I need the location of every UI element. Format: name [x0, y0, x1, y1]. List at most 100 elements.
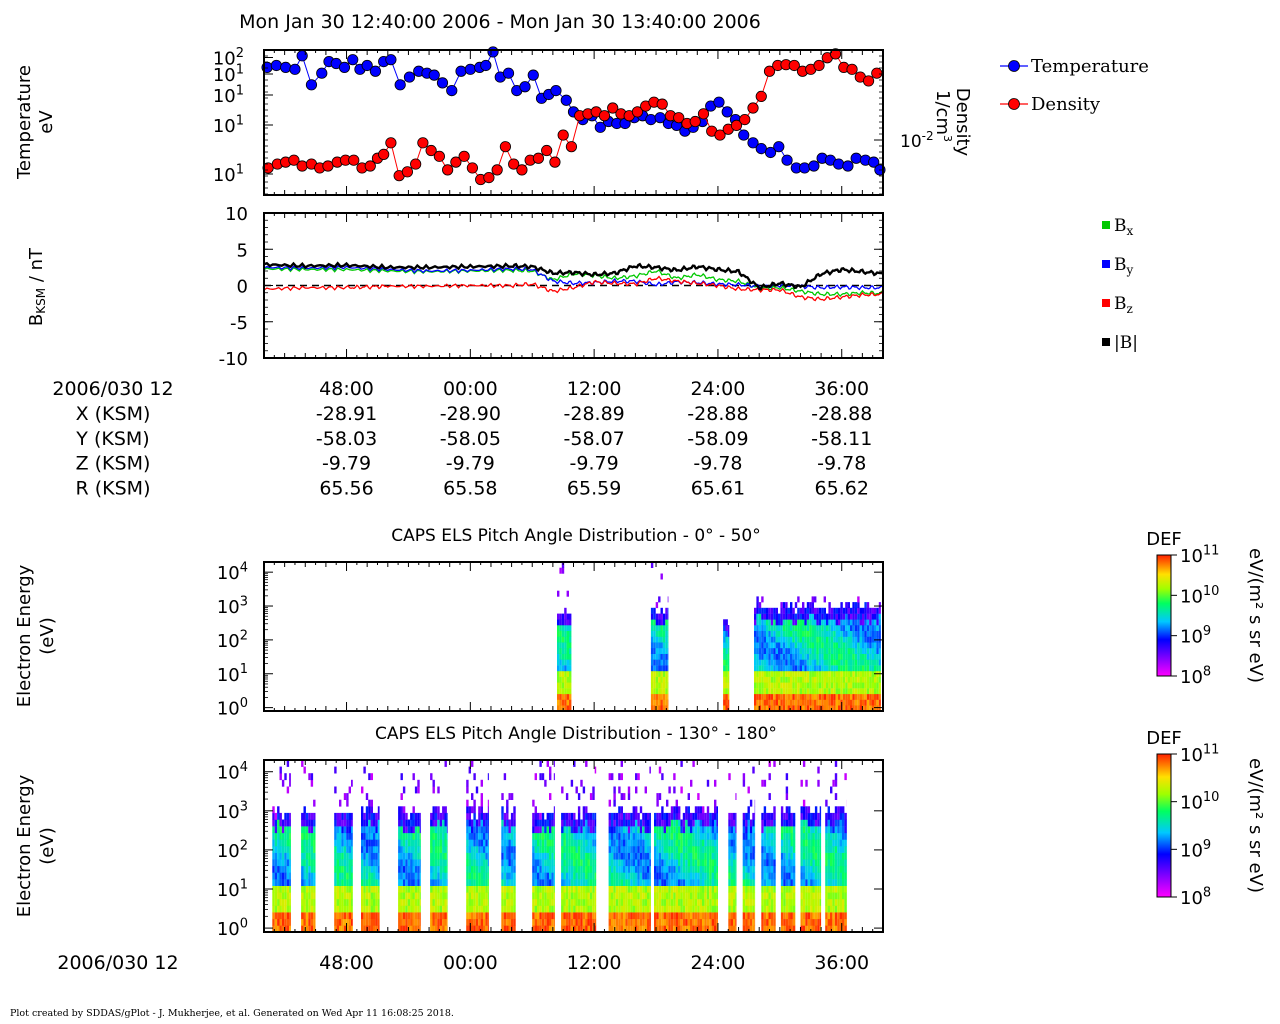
pad-130-180-spectrogram-cell [678, 832, 681, 840]
pad-130-180-spectrogram-cell [615, 852, 619, 860]
pad-130-180-spectrogram-cell [471, 852, 474, 860]
pad-130-180-spectrogram-cell [432, 826, 435, 834]
pad-0-50-spectrogram-cell [802, 693, 805, 700]
pad-130-180-spectrogram-cell [446, 918, 448, 926]
pad-130-180-spectrogram-cell [694, 925, 698, 933]
pad-130-180-spectrogram-cell [763, 846, 767, 853]
pad-130-180-spectrogram-cell [466, 918, 469, 926]
pad-130-180-spectrogram-cell [706, 806, 710, 814]
pad-0-50-spectrogram-cell [766, 653, 769, 660]
pad-130-180-spectrogram-cell [313, 885, 316, 893]
pad-130-180-segment [728, 773, 737, 933]
pad-130-180-spectrogram-cell [466, 832, 469, 840]
pad-0-50-spectrogram-cell [852, 665, 855, 672]
pad-130-180-spectrogram-cell [274, 846, 278, 853]
pad-130-180-spectrogram-cell [341, 826, 344, 834]
pad-130-180-spectrogram-cell [573, 912, 576, 920]
pad-0-50-spectrogram-cell [840, 676, 843, 683]
pad-0-50-spectrogram-cell [835, 625, 838, 631]
pad-130-180-spectrogram-cell [644, 865, 647, 873]
pad-130-180-spectrogram-cell [439, 832, 443, 840]
pad-0-50-spectrogram-cell [878, 619, 881, 626]
pad-130-180-spectrogram-cell [410, 898, 413, 906]
pad-130-180-spectrogram-cell [568, 826, 571, 834]
pad-130-180-spectrogram-cell [402, 892, 406, 900]
pad-130-180-spectrogram-cell [594, 812, 597, 820]
pad-130-180-spectrogram-cell [654, 905, 657, 913]
pad-130-180-spectrogram-cell [419, 852, 421, 860]
pad-130-180-spectrogram-cell [466, 779, 469, 787]
pad-130-180-spectrogram-cell [539, 819, 542, 827]
point-density [656, 98, 668, 110]
pad-130-180-spectrogram-cell [580, 865, 583, 873]
pad-0-50-spectrogram-cell [850, 699, 853, 706]
pad-130-180-spectrogram-cell [473, 773, 476, 781]
pad-130-180-spectrogram-cell [361, 898, 364, 906]
pad-130-180-spectrogram-cell [608, 832, 611, 840]
pad-0-50-spectrogram-cell [852, 625, 855, 631]
pad-130-180-spectrogram-cell [647, 872, 650, 880]
ephemeris-time-label: 00:00 [443, 378, 498, 400]
pad-130-180-spectrogram-cell [670, 826, 674, 834]
pad-130-180-spectrogram-cell [419, 898, 421, 906]
pad-130-180-spectrogram-cell [587, 832, 590, 840]
pad-130-180-spectrogram-cell [666, 859, 669, 867]
pad-130-180-spectrogram-cell [487, 859, 489, 867]
pad-0-50-spectrogram-cell [821, 693, 824, 700]
pad-130-180-spectrogram-cell [361, 905, 364, 913]
pad-130-180-spectrogram-cell [483, 905, 486, 913]
pad-130-180-spectrogram-cell [589, 879, 593, 886]
pad-0-50-spectrogram-cell [818, 607, 822, 614]
pad-130-180-spectrogram-cell [577, 872, 581, 880]
pad-130-180-spectrogram-cell [627, 872, 631, 880]
pad-0-50-spectrogram-cell [725, 665, 728, 672]
pad-0-50-spectrogram-cell [814, 699, 817, 706]
pad-130-180-spectrogram-cell [478, 925, 481, 933]
pad-130-180-spectrogram-cell [402, 865, 406, 873]
pad-130-180-spectrogram-cell [412, 819, 415, 827]
pad-0-50-spectrogram-cell [768, 630, 771, 637]
pad-130-180-spectrogram-cell [284, 865, 287, 873]
pad-0-50-spectrogram-cell [818, 688, 822, 695]
pad-0-50-spectrogram-cell [754, 659, 757, 666]
pad-130-180-spectrogram-cell [432, 806, 435, 814]
pad-130-180-spectrogram-cell [589, 832, 593, 840]
pad-130-180-spectrogram-cell [483, 819, 486, 827]
pad-130-180-spectrogram-cell [301, 879, 304, 886]
pad-130-180-spectrogram-cell [745, 865, 748, 873]
pad-0-50-spectrogram-cell [763, 625, 766, 631]
pad-130-180-spectrogram-cell [541, 925, 545, 933]
pad-130-180-spectrogram-cell [544, 839, 547, 847]
pad-130-180-spectrogram-cell [368, 826, 371, 834]
pad-130-180-spectrogram-cell [687, 826, 690, 834]
pad-130-180-spectrogram-cell [573, 872, 576, 880]
pad-130-180-spectrogram-cell [375, 925, 378, 933]
pad-0-50-spectrogram-cell [778, 636, 781, 643]
pad-0-50-spectrogram-cell [667, 659, 669, 666]
pad-130-180-spectrogram-cell [702, 918, 705, 926]
pad-130-180-spectrogram-cell [670, 879, 674, 886]
pad-130-180-spectrogram-cell [582, 879, 586, 886]
pad-130-180-spectrogram-cell [279, 872, 282, 880]
pad-130-180-spectrogram-cell [308, 872, 311, 880]
pad-130-180-spectrogram-cell [745, 826, 748, 834]
pad-130-180-spectrogram-cell [370, 925, 373, 933]
pad-130-180-spectrogram-cell [568, 846, 571, 853]
pad-130-180-spectrogram-cell [308, 852, 311, 860]
ephemeris-table: 2006/030 12 48:00 00:00 12:00 24:00 36:00X (K… [52, 378, 872, 499]
pad-0-50-spectrogram-cell [754, 625, 757, 631]
pad-130-180-spectrogram-cell [706, 859, 710, 867]
pad-130-180-spectrogram-cell [680, 832, 683, 840]
pad-130-180-spectrogram-cell [647, 832, 650, 840]
pad-130-180-spectrogram-cell [475, 846, 479, 853]
pad-130-180-spectrogram-cell [773, 925, 776, 933]
pad-130-180-spectrogram-cell [377, 852, 380, 860]
pad-130-180-spectrogram-cell [402, 912, 406, 920]
pad-0-50-spectrogram-cell [653, 659, 656, 666]
pad-130-180-spectrogram-cell [752, 879, 755, 886]
pad-0-50-spectrogram-cell [826, 625, 829, 631]
pad-0-50-spectrogram-cell [557, 705, 560, 712]
pad-130-180-spectrogram-cell [414, 879, 418, 886]
pad-130-180-spectrogram-cell [551, 852, 554, 860]
pad-130-180-spectrogram-cell [733, 839, 736, 847]
